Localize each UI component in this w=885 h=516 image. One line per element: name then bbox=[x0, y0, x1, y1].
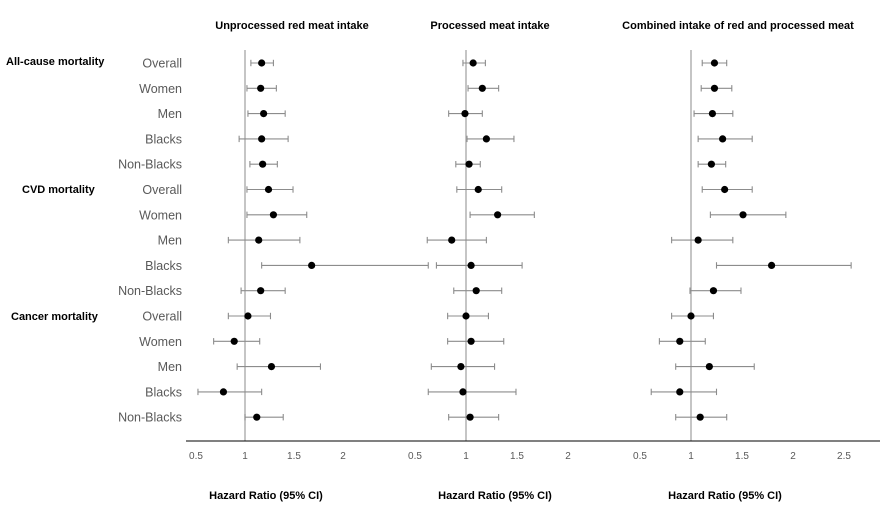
hazard-ratio-point bbox=[457, 363, 465, 371]
hazard-ratio-point bbox=[308, 261, 316, 269]
hazard-ratio-point bbox=[260, 110, 268, 118]
panel-titles: Unprocessed red meat intake Processed me… bbox=[215, 20, 854, 32]
hazard-ratio-point bbox=[258, 135, 266, 143]
hazard-ratio-point bbox=[448, 236, 456, 244]
row-label: Overall bbox=[142, 310, 182, 324]
row-label: Blacks bbox=[145, 259, 182, 273]
panel-title-unprocessed: Unprocessed red meat intake bbox=[215, 20, 368, 32]
x-axis-labels: Hazard Ratio (95% CI) Hazard Ratio (95% … bbox=[209, 490, 782, 502]
panel-title-processed: Processed meat intake bbox=[430, 20, 549, 32]
hazard-ratio-point bbox=[478, 84, 486, 92]
hazard-ratio-point bbox=[694, 236, 702, 244]
hazard-ratio-point bbox=[482, 135, 490, 143]
hazard-ratio-point bbox=[710, 84, 719, 92]
hazard-ratio-point bbox=[467, 261, 475, 269]
x-tick-label: 0.5 bbox=[189, 451, 203, 462]
hazard-ratio-point bbox=[258, 59, 266, 67]
hazard-ratio-point bbox=[767, 261, 776, 269]
hazard-ratio-point bbox=[719, 135, 727, 143]
panel-title-combined: Combined intake of red and processed mea… bbox=[622, 20, 854, 32]
hazard-ratio-point bbox=[721, 185, 729, 194]
x-tick-label: 0.5 bbox=[408, 451, 422, 462]
hazard-ratio-point bbox=[709, 287, 718, 295]
group-label-all-cause: All-cause mortality bbox=[6, 56, 105, 68]
hazard-ratio-point bbox=[707, 160, 716, 168]
x-tick-label: 1.5 bbox=[287, 451, 301, 462]
row-label: Overall bbox=[142, 57, 182, 71]
hazard-ratio-point bbox=[257, 84, 265, 92]
row-label: Overall bbox=[142, 183, 182, 197]
reference-lines bbox=[244, 50, 692, 441]
x-tick-label: 2 bbox=[565, 451, 571, 462]
x-tick-label: 1 bbox=[242, 451, 248, 462]
row-label: Men bbox=[158, 234, 182, 248]
hazard-ratio-point bbox=[461, 110, 469, 118]
hazard-ratio-point bbox=[230, 337, 238, 345]
x-tick-label: 2.5 bbox=[837, 451, 851, 462]
hazard-ratio-point bbox=[467, 337, 475, 345]
hazard-ratio-point bbox=[244, 312, 252, 320]
hazard-ratio-point bbox=[469, 59, 477, 67]
x-tick-label: 2 bbox=[790, 451, 796, 462]
hazard-ratio-point bbox=[466, 413, 474, 421]
row-label: Women bbox=[139, 335, 182, 349]
forest-marks bbox=[197, 59, 852, 421]
hazard-ratio-point bbox=[465, 160, 473, 168]
x-tick-label: 0.5 bbox=[633, 451, 647, 462]
x-axis-label-combined: Hazard Ratio (95% CI) bbox=[668, 490, 782, 502]
row-label: Non-Blacks bbox=[118, 284, 182, 298]
hazard-ratio-point bbox=[739, 211, 747, 219]
row-labels: Overall Women Men Blacks Non-Blacks Overall Wo… bbox=[118, 57, 182, 425]
hazard-ratio-point bbox=[267, 363, 276, 371]
x-axis-label-processed: Hazard Ratio (95% CI) bbox=[438, 490, 552, 502]
hazard-ratio-point bbox=[462, 312, 470, 320]
hazard-ratio-point bbox=[459, 388, 467, 396]
row-label: Men bbox=[158, 107, 182, 121]
x-tick-label: 2 bbox=[340, 451, 346, 462]
hazard-ratio-point bbox=[708, 110, 717, 118]
hazard-ratio-point bbox=[705, 363, 713, 371]
hazard-ratio-point bbox=[259, 160, 267, 168]
row-label: Women bbox=[139, 208, 182, 222]
hazard-ratio-point bbox=[687, 312, 695, 320]
hazard-ratio-point bbox=[255, 236, 263, 244]
hazard-ratio-point bbox=[472, 287, 480, 295]
x-tick-label: 1.5 bbox=[735, 451, 749, 462]
group-label-cancer: Cancer mortality bbox=[11, 311, 99, 323]
x-tick-label: 1 bbox=[688, 451, 694, 462]
group-labels: All-cause mortality CVD mortality Cancer… bbox=[6, 56, 105, 323]
hazard-ratio-point bbox=[676, 337, 684, 345]
x-tick-label: 1 bbox=[463, 451, 469, 462]
row-label: Men bbox=[158, 360, 182, 374]
group-label-cvd: CVD mortality bbox=[22, 184, 96, 196]
row-label: Non-Blacks bbox=[118, 411, 182, 425]
hazard-ratio-point bbox=[269, 211, 278, 219]
hazard-ratio-point bbox=[494, 211, 502, 219]
hazard-ratio-point bbox=[257, 287, 265, 295]
row-label: Women bbox=[139, 82, 182, 96]
x-tick-labels: 0.5 1 1.5 2 0.5 1 1.5 2 0.5 1 1.5 2 2.5 bbox=[189, 451, 851, 462]
row-label: Non-Blacks bbox=[118, 158, 182, 172]
row-label: Blacks bbox=[145, 132, 182, 146]
hazard-ratio-point bbox=[253, 413, 261, 421]
hazard-ratio-point bbox=[219, 388, 228, 396]
hazard-ratio-point bbox=[264, 185, 273, 194]
row-label: Blacks bbox=[145, 385, 182, 399]
hazard-ratio-point bbox=[474, 185, 482, 194]
hazard-ratio-point bbox=[676, 388, 684, 396]
hazard-ratio-point bbox=[696, 413, 704, 421]
x-tick-label: 1.5 bbox=[510, 451, 524, 462]
hazard-ratio-point bbox=[710, 59, 719, 67]
x-axis-label-unprocessed: Hazard Ratio (95% CI) bbox=[209, 490, 323, 502]
